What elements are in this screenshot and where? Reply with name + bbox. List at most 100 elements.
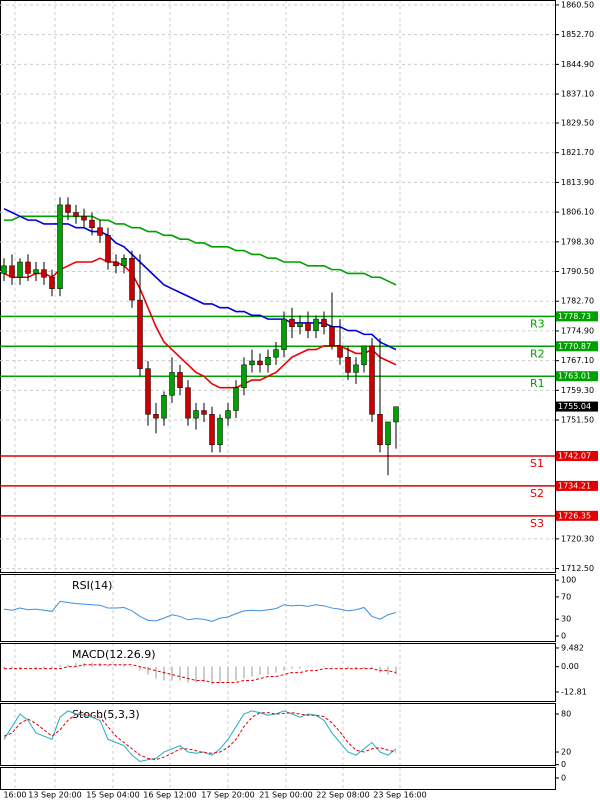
candle-body <box>385 421 391 446</box>
candle-body <box>193 410 199 419</box>
level-name: R3 <box>530 317 545 330</box>
candle-body <box>257 360 263 366</box>
y-tick-label: 1782.70 <box>561 297 594 306</box>
y-tick-label: 20 <box>561 748 571 757</box>
candle-body <box>273 349 279 358</box>
level-name: R1 <box>530 377 545 390</box>
price-box <box>556 311 598 322</box>
candle-body <box>225 410 231 419</box>
candle-body <box>209 414 215 446</box>
candle-body <box>169 372 175 396</box>
y-tick-label: 1852.70 <box>561 30 594 39</box>
y-tick-label: 9.482 <box>561 643 584 652</box>
x-tick-label: 13 Sep 20:00 <box>28 791 81 800</box>
level-name: S3 <box>530 517 544 530</box>
indicator-title: MACD(12.26.9) <box>72 648 156 661</box>
indicator-line <box>3 712 397 761</box>
candle-body <box>9 265 15 278</box>
current-price-label: 1755.04 <box>558 402 591 411</box>
indicator-line <box>3 257 397 389</box>
x-tick-label: 16 Sep 12:00 <box>143 791 196 800</box>
panel-frame <box>0 767 556 790</box>
candle-body <box>73 212 79 217</box>
panel-frame <box>0 703 556 766</box>
y-tick-label: 1759.30 <box>561 386 594 395</box>
y-tick-label: 1767.10 <box>561 356 594 365</box>
candle-body <box>345 356 351 373</box>
y-tick-label: 80 <box>561 710 571 719</box>
y-tick-label: 1798.30 <box>561 237 594 246</box>
y-tick-label: 70 <box>561 592 571 601</box>
price-box-label: 1734.21 <box>558 481 591 490</box>
candle-body <box>377 414 383 446</box>
y-tick-label: 1844.90 <box>561 60 594 69</box>
candle-body <box>249 360 255 366</box>
candle-body <box>81 216 87 221</box>
candle-body <box>105 235 111 263</box>
candle-body <box>129 257 135 301</box>
candle-body <box>97 227 103 236</box>
y-tick-label: 1860.50 <box>561 0 594 9</box>
price-box <box>556 510 598 521</box>
price-box-label: 1770.87 <box>558 342 591 351</box>
indicator-line <box>3 600 397 622</box>
y-tick-label: 0 <box>561 631 566 640</box>
price-box-label: 1742.07 <box>558 451 591 460</box>
candle-body <box>337 345 343 358</box>
level-name: R2 <box>530 347 545 360</box>
x-tick-label: 16:00 <box>3 791 26 800</box>
panel-frame <box>0 0 556 573</box>
y-tick-label: 1837.10 <box>561 90 594 99</box>
x-tick-label: 21 Sep 00:00 <box>259 791 312 800</box>
indicator-title: Stoch(5,3,3) <box>72 708 140 721</box>
panel-frame <box>0 574 556 642</box>
candle-body <box>1 265 7 274</box>
x-tick-label: 15 Sep 04:00 <box>86 791 139 800</box>
price-box-label: 1778.73 <box>558 312 591 321</box>
candle-body <box>393 406 399 423</box>
x-tick-label: 17 Sep 20:00 <box>201 791 254 800</box>
candle-body <box>153 414 159 419</box>
candle-body <box>329 326 335 347</box>
candle-body <box>281 318 287 350</box>
candle-body <box>321 318 327 327</box>
x-tick-label: 23 Sep 16:00 <box>373 791 426 800</box>
candle-body <box>201 410 207 415</box>
level-name: S2 <box>530 487 544 500</box>
candle-body <box>17 261 23 278</box>
candle-body <box>265 356 271 366</box>
candle-body <box>289 318 295 327</box>
candle-body <box>121 257 127 267</box>
candle-body <box>161 395 167 419</box>
price-box-label: 1763.01 <box>558 372 591 381</box>
y-tick-label: 30 <box>561 615 571 624</box>
y-tick-label: 0 <box>561 760 566 769</box>
y-tick-label: 100 <box>561 576 576 585</box>
level-name: S1 <box>530 457 544 470</box>
y-tick-label: 1720.30 <box>561 534 594 543</box>
candle-body <box>113 261 119 267</box>
indicator-line <box>3 207 397 351</box>
y-tick-label: 1813.90 <box>561 178 594 187</box>
y-tick-label: -12.81 <box>561 687 587 696</box>
candle-body <box>89 219 95 228</box>
candle-body <box>241 364 247 388</box>
y-tick-label: 1712.50 <box>561 564 594 573</box>
current-price-box <box>556 401 598 412</box>
candle-body <box>145 368 151 415</box>
indicator-title: RSI(14) <box>72 579 112 592</box>
candle-body <box>49 276 55 289</box>
candle-body <box>297 322 303 327</box>
price-box <box>556 480 598 491</box>
candle-body <box>361 345 367 366</box>
y-tick-label: 1829.50 <box>561 119 594 128</box>
y-tick-label: 1806.10 <box>561 208 594 217</box>
candle-body <box>217 417 223 446</box>
candle-body <box>33 269 39 274</box>
indicator-line <box>4 215 397 286</box>
candle-body <box>313 318 319 331</box>
y-tick-label: 1774.90 <box>561 326 594 335</box>
price-box <box>556 450 598 461</box>
indicator-line <box>3 710 397 763</box>
